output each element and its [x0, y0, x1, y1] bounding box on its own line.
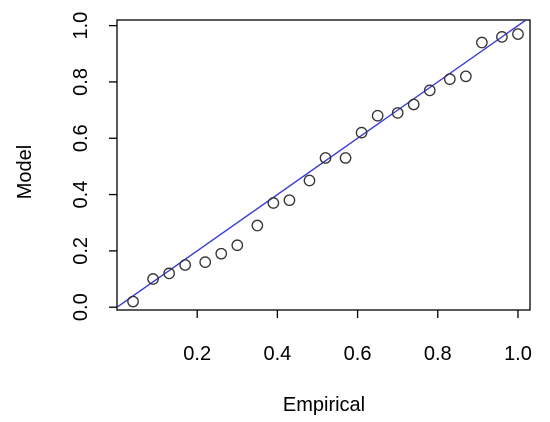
data-point [231, 239, 244, 252]
x-tick-label: 1.0 [504, 343, 532, 365]
data-point [199, 256, 212, 268]
x-tick-label: 0.4 [263, 343, 291, 365]
data-point [127, 295, 139, 308]
data-point [423, 84, 436, 97]
data-point [496, 31, 508, 43]
x-tick-label: 0.2 [183, 343, 211, 365]
data-point [267, 197, 280, 209]
plot-frame [116, 19, 531, 311]
data-point [512, 28, 524, 40]
x-tick-label: 0.6 [344, 343, 372, 365]
data-point [319, 152, 332, 164]
y-tick-label: 0.0 [70, 293, 92, 321]
data-point [215, 247, 228, 260]
data-point [339, 152, 352, 164]
data-point [476, 36, 488, 49]
reference-line-layer [117, 20, 527, 308]
data-point [371, 109, 384, 122]
data-point [179, 259, 192, 271]
y-tick-label: 0.2 [70, 237, 92, 265]
data-point [443, 73, 456, 85]
y-axis: 0.0 0.2 0.4 0.6 0.8 1.0 [70, 12, 117, 321]
y-tick-label: 0.4 [70, 181, 92, 209]
plot-border [116, 19, 531, 311]
x-tick-label: 0.8 [424, 343, 452, 365]
data-point [283, 194, 296, 207]
data-point [391, 107, 404, 119]
data-point [147, 273, 159, 285]
data-point [251, 219, 264, 232]
data-point [303, 174, 316, 187]
data-point [459, 70, 472, 83]
data-point [163, 267, 175, 280]
x-axis-title: Empirical [283, 394, 365, 416]
y-tick-label: 0.6 [70, 124, 92, 152]
y-tick-label: 0.8 [70, 68, 92, 96]
reference-line [117, 20, 527, 308]
data-point [355, 126, 368, 139]
data-point [407, 98, 420, 111]
x-axis: 0.2 0.4 0.6 0.8 1.0 [183, 310, 532, 365]
points-layer [127, 28, 524, 308]
y-axis-title: Model [14, 145, 36, 199]
y-tick-label: 1.0 [70, 12, 92, 40]
